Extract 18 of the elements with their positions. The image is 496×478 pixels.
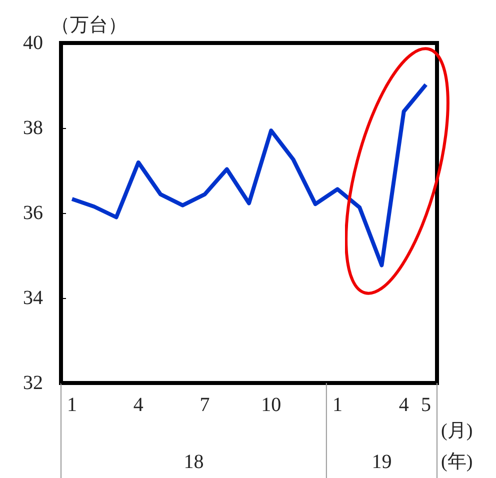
- text: (年): [441, 452, 473, 472]
- x-tick-label: 4: [398, 394, 409, 416]
- y-axis-title: （万台）: [51, 15, 127, 36]
- y-tick-label: 34: [23, 287, 43, 309]
- line-series: [70, 82, 428, 268]
- text: 19: [372, 451, 392, 473]
- x-tick-label: 7: [200, 394, 210, 416]
- x-tick-label: 5: [420, 394, 431, 416]
- text: 18: [184, 451, 204, 473]
- y-tick-label: 36: [23, 202, 43, 224]
- y-tick-label: 38: [23, 117, 43, 139]
- x-axis-title: (月): [441, 420, 473, 442]
- y-tick-label: 40: [23, 32, 43, 54]
- x-tick-label: 4: [133, 394, 144, 416]
- y-tick-label: 32: [23, 372, 43, 394]
- x-tick-label: 10: [261, 394, 282, 416]
- x-tick-label: 1: [332, 394, 342, 416]
- x-tick-label: 1: [67, 394, 78, 416]
